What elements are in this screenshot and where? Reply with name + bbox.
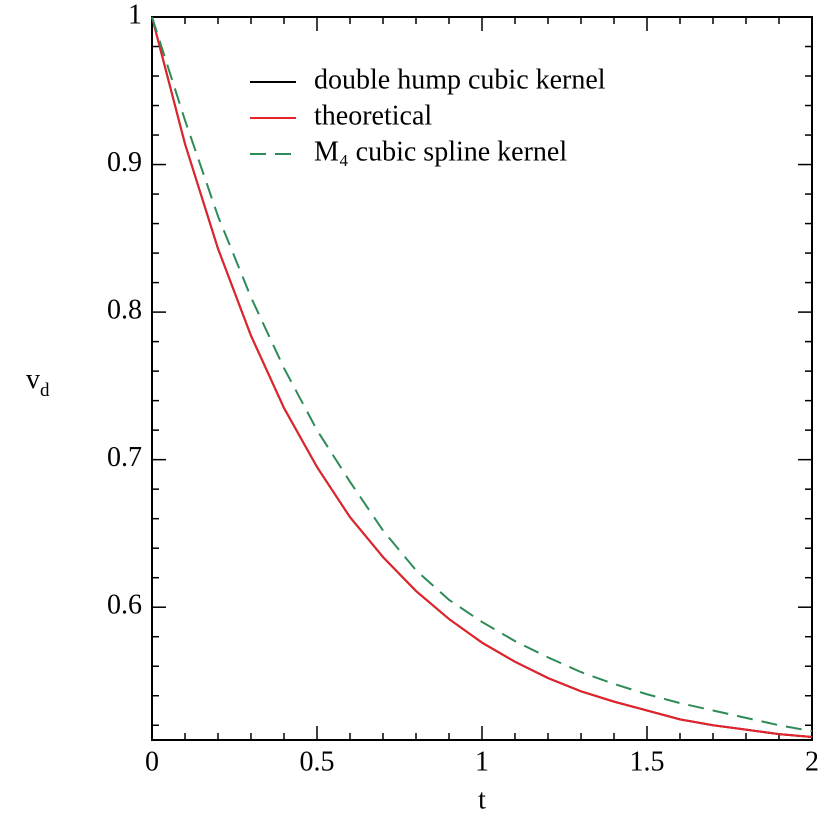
series-line bbox=[151, 16, 813, 733]
legend-label: double hump cubic kernel bbox=[314, 64, 606, 95]
series-line bbox=[151, 16, 813, 739]
y-axis-label-sub: d bbox=[40, 380, 50, 401]
x-tick-label: 0.5 bbox=[300, 746, 335, 777]
x-tick-label: 0 bbox=[145, 746, 159, 777]
x-tick-label: 1.5 bbox=[630, 746, 665, 777]
y-tick-label: 1 bbox=[128, 0, 142, 30]
y-tick-label: 0.9 bbox=[107, 147, 142, 178]
x-tick-label: 1 bbox=[475, 746, 489, 777]
x-tick-label: 2 bbox=[805, 746, 819, 777]
plot-frame bbox=[151, 16, 813, 741]
legend-label: theoretical bbox=[314, 100, 432, 131]
y-tick-label: 0.8 bbox=[107, 295, 142, 326]
y-tick-label: 0.7 bbox=[107, 442, 142, 473]
y-tick-label: 0.6 bbox=[107, 590, 142, 621]
y-axis-label-main: v bbox=[26, 364, 40, 395]
series-line bbox=[151, 16, 813, 739]
legend-label: M₄ cubic spline kernel bbox=[314, 136, 567, 167]
x-axis-label: t bbox=[478, 784, 486, 815]
y-axis-label: vd bbox=[26, 364, 50, 401]
